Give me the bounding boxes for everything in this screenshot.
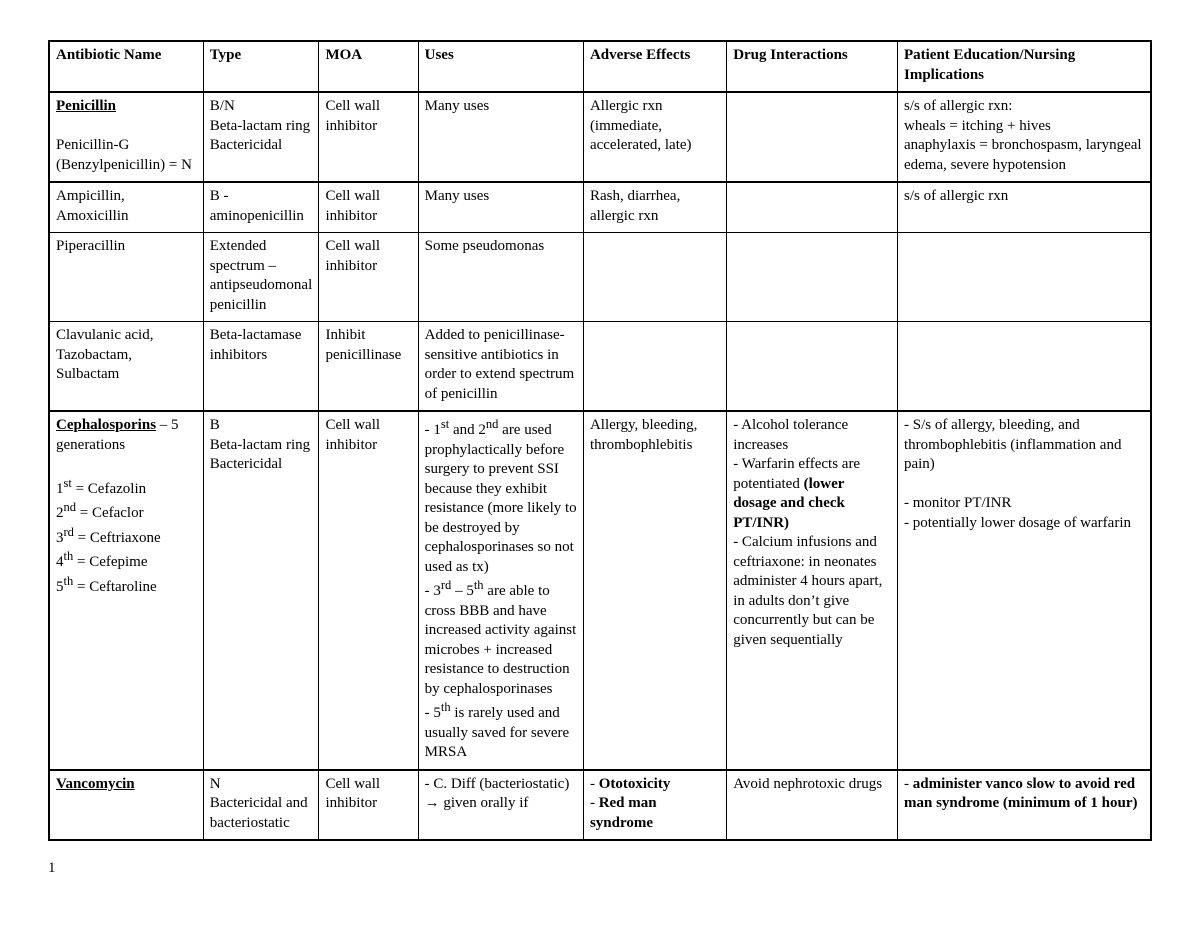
cell-interactions — [727, 322, 898, 412]
cell-moa: Cell wall inhibitor — [319, 411, 418, 770]
cell-moa: Cell wall inhibitor — [319, 233, 418, 322]
antibiotics-table: Antibiotic Name Type MOA Uses Adverse Ef… — [48, 40, 1152, 841]
cell-name: Piperacillin — [49, 233, 203, 322]
col-header-name: Antibiotic Name — [49, 41, 203, 92]
cell-education: - administer vanco slow to avoid red man… — [897, 770, 1151, 841]
cell-adverse: - Ototoxicity- Red man syndrome — [583, 770, 726, 841]
cell-type: B - aminopenicillin — [203, 182, 319, 233]
cell-interactions — [727, 233, 898, 322]
col-header-uses: Uses — [418, 41, 583, 92]
cell-interactions: Avoid nephrotoxic drugs — [727, 770, 898, 841]
cell-moa: Cell wall inhibitor — [319, 92, 418, 182]
cell-education — [897, 233, 1151, 322]
cell-education — [897, 322, 1151, 412]
cell-adverse — [583, 322, 726, 412]
cell-name: Ampicillin, Amoxicillin — [49, 182, 203, 233]
table-row: PenicillinPenicillin-G (Benzylpenicillin… — [49, 92, 1151, 182]
col-header-moa: MOA — [319, 41, 418, 92]
cell-moa: Inhibit penicillinase — [319, 322, 418, 412]
cell-education: - S/s of allergy, bleeding, and thrombop… — [897, 411, 1151, 770]
cell-name: Vancomycin — [49, 770, 203, 841]
cell-uses: Some pseudomonas — [418, 233, 583, 322]
cell-uses: Added to penicillinase-sensitive antibio… — [418, 322, 583, 412]
cell-adverse: Allergy, bleeding, thrombophlebitis — [583, 411, 726, 770]
cell-adverse: Allergic rxn (immediate, accelerated, la… — [583, 92, 726, 182]
cell-name: Clavulanic acid, Tazobactam, Sulbactam — [49, 322, 203, 412]
table-row: Ampicillin, Amoxicillin B - aminopenicil… — [49, 182, 1151, 233]
cell-uses: - 1st and 2nd are used prophylactically … — [418, 411, 583, 770]
cell-type: Extended spectrum – antipseudomonal peni… — [203, 233, 319, 322]
col-header-type: Type — [203, 41, 319, 92]
cell-moa: Cell wall inhibitor — [319, 770, 418, 841]
cell-education: s/s of allergic rxn:wheals = itching + h… — [897, 92, 1151, 182]
table-row: Piperacillin Extended spectrum – antipse… — [49, 233, 1151, 322]
cell-uses: Many uses — [418, 182, 583, 233]
page-number: 1 — [48, 859, 1152, 879]
cell-adverse — [583, 233, 726, 322]
cell-type: B/NBeta-lactam ringBactericidal — [203, 92, 319, 182]
cell-adverse: Rash, diarrhea, allergic rxn — [583, 182, 726, 233]
col-header-adverse: Adverse Effects — [583, 41, 726, 92]
table-row: Cephalosporins – 5 generations1st = Cefa… — [49, 411, 1151, 770]
cell-uses: Many uses — [418, 92, 583, 182]
table-row: Vancomycin NBactericidal and bacteriosta… — [49, 770, 1151, 841]
cell-interactions: - Alcohol tolerance increases- Warfarin … — [727, 411, 898, 770]
cell-interactions — [727, 182, 898, 233]
col-header-interactions: Drug Interactions — [727, 41, 898, 92]
table-row: Clavulanic acid, Tazobactam, Sulbactam B… — [49, 322, 1151, 412]
cell-name: Cephalosporins – 5 generations1st = Cefa… — [49, 411, 203, 770]
cell-education: s/s of allergic rxn — [897, 182, 1151, 233]
cell-type: NBactericidal and bacteriostatic — [203, 770, 319, 841]
cell-uses: - C. Diff (bacteriostatic) → given orall… — [418, 770, 583, 841]
cell-name: PenicillinPenicillin-G (Benzylpenicillin… — [49, 92, 203, 182]
cell-type: Beta-lactamase inhibitors — [203, 322, 319, 412]
cell-interactions — [727, 92, 898, 182]
cell-moa: Cell wall inhibitor — [319, 182, 418, 233]
table-header-row: Antibiotic Name Type MOA Uses Adverse Ef… — [49, 41, 1151, 92]
col-header-education: Patient Education/Nursing Implications — [897, 41, 1151, 92]
cell-type: BBeta-lactam ringBactericidal — [203, 411, 319, 770]
